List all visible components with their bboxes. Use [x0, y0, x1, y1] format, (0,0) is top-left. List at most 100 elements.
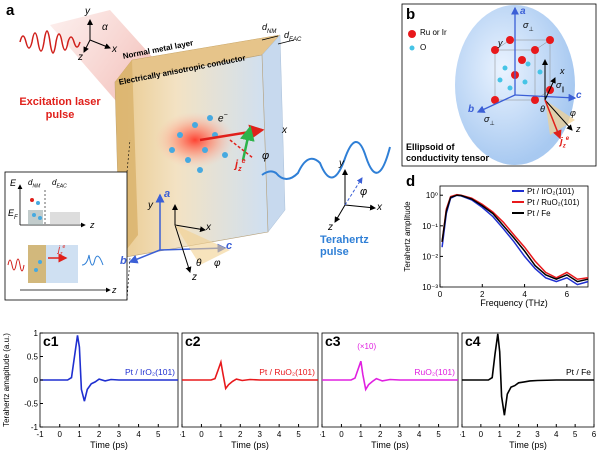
- chart-c4-xtick-7: 6: [592, 430, 597, 439]
- chart-c1-xtick-0: -1: [36, 430, 44, 439]
- chart-d-series-2: [441, 194, 589, 283]
- chart-c2-xtick-0: -1: [180, 430, 186, 439]
- chart-c3-svg: c3 -1 0 1 2 3 4 5 Time (ps) RuO₂(101) (×10): [318, 332, 459, 450]
- chart-d-xtick-2: 4: [522, 290, 527, 299]
- lab-axis-y: y: [148, 200, 153, 211]
- inset-z1: z: [90, 220, 95, 230]
- chart-c4-trace: [462, 333, 594, 416]
- lab-axis-z: z: [192, 272, 197, 283]
- chart-d-legend-0: Pt / IrO₂(101): [527, 187, 574, 196]
- thz-axis-z: z: [328, 222, 333, 233]
- excitation-laser-label: Excitation laser pulse: [19, 96, 101, 121]
- b-axis-y: y: [498, 38, 503, 48]
- chart-c1-xtick-6: 5: [156, 430, 161, 439]
- chart-d-xtick-3: 6: [565, 290, 570, 299]
- chart-c4-xtick-2: 1: [497, 430, 502, 439]
- panel-b-label: b: [406, 6, 416, 23]
- slab-axis-x: x: [282, 125, 287, 136]
- chart-c3-xtick-2: 1: [359, 430, 364, 439]
- laser-pulse-wave: [19, 30, 81, 54]
- chart-c2-xtick-5: 4: [277, 430, 282, 439]
- panel-c1: c1 -1 0 1 2 3 4 5 -1 -0.5 0 0.5 1 Terahertz amapitude…: [0, 315, 180, 455]
- lab-axis-x: x: [206, 222, 211, 233]
- chart-c1-xtick-4: 3: [117, 430, 122, 439]
- chart-d-xtick-0: 0: [438, 290, 443, 299]
- chart-c3-xtick-4: 3: [397, 430, 402, 439]
- inset-dnm: dNM: [28, 178, 41, 190]
- chart-c3-trace: [322, 360, 458, 392]
- chart-c1-xtick-2: 1: [77, 430, 82, 439]
- b-sigma-par: σ∥: [556, 80, 565, 93]
- inset-deac: dEAC: [52, 178, 67, 190]
- chart-c2-xtick-2: 1: [219, 430, 224, 439]
- chart-c3-series-label: RuO₂(101): [414, 367, 455, 377]
- b-axis-a: a: [520, 6, 526, 17]
- laser-spot: [155, 112, 235, 168]
- d-eac-label: dEAC: [284, 30, 302, 43]
- crystal-axis-c: c: [226, 240, 233, 252]
- chart-d-ytick-1: 10⁻²: [422, 252, 438, 261]
- panel-a-illustration: [4, 10, 391, 301]
- thz-wave: [261, 141, 391, 180]
- legend-o: O: [420, 43, 427, 52]
- terahertz-pulse-label: Terahertz pulse: [320, 234, 369, 258]
- je-label: jze: [235, 158, 246, 173]
- chart-d-ytick-3: 10⁰: [426, 191, 438, 200]
- electron-label: e−: [218, 112, 228, 125]
- chart-c4-svg: c4 -1 0 1 2 3 4 5 6 Time (ps) Pt / Fe: [458, 332, 597, 450]
- chart-c3-xtick-5: 4: [417, 430, 422, 439]
- chart-c2-trace: [182, 358, 318, 391]
- chart-c4-xlabel: Time (ps): [509, 440, 547, 450]
- je-green-arrow: [240, 125, 255, 161]
- chart-c2-xtick-4: 3: [257, 430, 262, 439]
- chart-d-ylabel: Terahertz amplitude: [403, 201, 412, 272]
- chart-d-ytick-2: 10⁻¹: [422, 222, 438, 231]
- chart-d-series-1: [441, 193, 589, 280]
- chart-d-legend-1: Pt / RuO₂(101): [527, 198, 580, 207]
- inset-E: E: [10, 178, 17, 188]
- b-je: jze: [560, 136, 570, 150]
- panel-a-label: a: [6, 2, 15, 19]
- lab-theta: θ: [196, 258, 202, 269]
- chart-d-xtick-1: 2: [480, 290, 485, 299]
- chart-c3-panel-label: c3: [325, 333, 341, 349]
- chart-c1-ytick-3: 0.5: [27, 353, 39, 362]
- chart-c1-panel-label: c1: [43, 333, 59, 349]
- chart-c4-xtick-4: 3: [535, 430, 540, 439]
- chart-d-xlabel: Frequency (THz): [480, 298, 548, 308]
- chart-c4-series-label: Pt / Fe: [566, 367, 591, 377]
- b-axis-b: b: [468, 104, 475, 115]
- top-axis-y: y: [85, 6, 90, 17]
- chart-c4-xtick-5: 4: [554, 430, 559, 439]
- crystal-axis-a: a: [164, 188, 171, 200]
- chart-c1-ytick-0: -1: [31, 423, 39, 432]
- chart-c1-ylabel: Terahertz amapitude (a.u.): [2, 333, 11, 427]
- b-axis-z: z: [576, 124, 581, 134]
- chart-c4-panel-label: c4: [465, 333, 481, 349]
- panel-b: b Ru or Ir O Ellipsoid of conductivity te…: [400, 0, 598, 170]
- chart-c3-xtick-3: 2: [378, 430, 383, 439]
- chart-c2-xtick-1: 0: [199, 430, 204, 439]
- chart-c3-xtick-0: -1: [320, 430, 326, 439]
- chart-c4-xtick-6: 5: [573, 430, 578, 439]
- inset-je: jze: [58, 244, 66, 257]
- chart-c1-svg: c1 -1 0 1 2 3 4 5 -1 -0.5 0 0.5 1 Terahertz amapitude…: [2, 329, 179, 450]
- chart-d-ytick-0: 10⁻³: [422, 283, 438, 292]
- panel-c3: c3 -1 0 1 2 3 4 5 Time (ps) RuO₂(101) (×10): [318, 315, 460, 455]
- inset-EF: EF: [8, 208, 18, 221]
- chart-c1-ytick-1: -0.5: [24, 400, 38, 409]
- ellipsoid-caption: Ellipsoid of conductivity tensor: [406, 142, 490, 163]
- chart-c2-xlabel: Time (ps): [231, 440, 269, 450]
- panel-d: d 0 2 4 6 10⁻³ 10⁻² 10⁻¹ 10⁰ Frequency (THz) Terah…: [400, 172, 598, 312]
- b-axis-c: c: [576, 90, 582, 101]
- chart-c2-panel-label: c2: [185, 333, 201, 349]
- lab-phi: φ: [214, 258, 221, 269]
- chart-c1-ytick-4: 1: [34, 329, 39, 338]
- crystal-axis-b: b: [120, 255, 127, 267]
- chart-c4-xtick-1: 0: [479, 430, 484, 439]
- chart-c1-xtick-5: 4: [136, 430, 141, 439]
- inset-z2: z: [112, 285, 117, 295]
- chart-c1-series-label: Pt / IrO₂(101): [125, 367, 175, 377]
- chart-c1-xtick-1: 0: [57, 430, 62, 439]
- b-axis-x: x: [560, 66, 565, 76]
